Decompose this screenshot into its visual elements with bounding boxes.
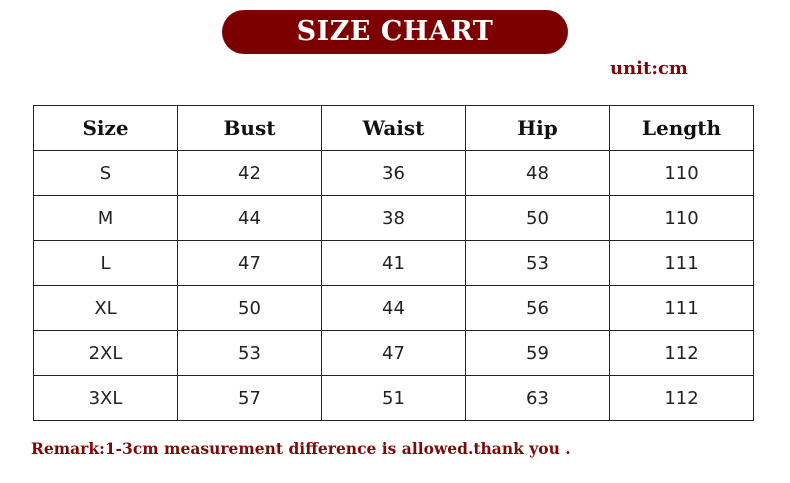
table-cell: 44 xyxy=(321,285,466,331)
table-cell: 2XL xyxy=(33,330,178,376)
column-header: Bust xyxy=(177,105,322,151)
table-cell: 111 xyxy=(609,285,754,331)
remark-text: Remark:1-3cm measurement difference is a… xyxy=(31,439,571,458)
table-cell: 53 xyxy=(465,240,610,286)
table-cell: 110 xyxy=(609,150,754,196)
table-row: XL 50 44 56 111 xyxy=(33,285,754,331)
table-cell: 47 xyxy=(177,240,322,286)
table-cell: S xyxy=(33,150,178,196)
column-header: Length xyxy=(609,105,754,151)
table-cell: 3XL xyxy=(33,375,178,421)
table-cell: 111 xyxy=(609,240,754,286)
column-header: Size xyxy=(33,105,178,151)
table-row: M 44 38 50 110 xyxy=(33,195,754,241)
table-cell: 42 xyxy=(177,150,322,196)
table-cell: 63 xyxy=(465,375,610,421)
table-cell: 50 xyxy=(177,285,322,331)
table-cell: 51 xyxy=(321,375,466,421)
table-cell: M xyxy=(33,195,178,241)
table-cell: 48 xyxy=(465,150,610,196)
table-cell: 57 xyxy=(177,375,322,421)
table-header-row: Size Bust Waist Hip Length xyxy=(33,105,754,151)
table-cell: 112 xyxy=(609,375,754,421)
table-cell: 56 xyxy=(465,285,610,331)
table-row: 2XL 53 47 59 112 xyxy=(33,330,754,376)
unit-label: unit:cm xyxy=(610,58,688,79)
table-cell: 112 xyxy=(609,330,754,376)
table-cell: 110 xyxy=(609,195,754,241)
table-row: 3XL 57 51 63 112 xyxy=(33,375,754,421)
size-table: Size Bust Waist Hip Length S 42 36 48 110 M 44 38 50… xyxy=(33,105,754,421)
size-chart-title: SIZE CHART xyxy=(222,10,568,54)
column-header: Waist xyxy=(321,105,466,151)
table-cell: XL xyxy=(33,285,178,331)
table-cell: 44 xyxy=(177,195,322,241)
table-cell: 36 xyxy=(321,150,466,196)
table-cell: 47 xyxy=(321,330,466,376)
table-cell: 50 xyxy=(465,195,610,241)
column-header: Hip xyxy=(465,105,610,151)
table-row: S 42 36 48 110 xyxy=(33,150,754,196)
table-cell: 38 xyxy=(321,195,466,241)
table-row: L 47 41 53 111 xyxy=(33,240,754,286)
table-cell: 41 xyxy=(321,240,466,286)
table-cell: 53 xyxy=(177,330,322,376)
table-cell: 59 xyxy=(465,330,610,376)
table-cell: L xyxy=(33,240,178,286)
